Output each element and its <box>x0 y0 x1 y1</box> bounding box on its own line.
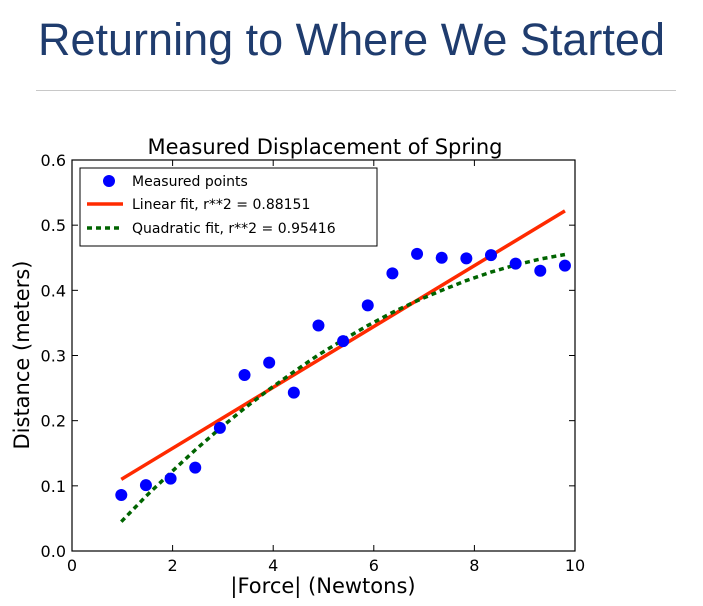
data-point <box>337 335 350 348</box>
data-point <box>484 249 497 262</box>
data-point <box>386 267 399 280</box>
series-layer <box>115 209 571 523</box>
x-tick-label: 2 <box>168 556 178 575</box>
x-tick-label: 8 <box>469 556 479 575</box>
page-title: Returning to Where We Started <box>38 14 665 65</box>
y-tick-label: 0.0 <box>41 542 66 561</box>
data-point <box>312 319 325 332</box>
x-tick-label: 6 <box>369 556 379 575</box>
y-tick-label: 0.3 <box>41 347 66 366</box>
data-point <box>213 421 226 434</box>
legend-label-linear-fit: Linear fit, r**2 = 0.88151 <box>132 197 310 213</box>
x-axis-label: |Force| (Newtons) <box>230 574 415 599</box>
tick-layer: 0 2 4 6 8 10 0.0 0.1 0.2 0.3 0.4 0.5 0.6 <box>41 151 586 575</box>
data-point <box>139 479 152 492</box>
data-point <box>263 356 276 369</box>
legend: Measured points Linear fit, r**2 = 0.881… <box>79 167 378 247</box>
title-divider <box>36 90 676 91</box>
data-point <box>164 472 177 485</box>
data-point <box>534 264 547 277</box>
data-point <box>361 299 374 312</box>
y-tick-label: 0.1 <box>41 477 66 496</box>
x-tick-label: 10 <box>565 556 585 575</box>
y-tick-label: 0.5 <box>41 216 66 235</box>
data-point <box>411 247 424 260</box>
y-axis-label: Distance (meters) <box>10 261 34 450</box>
data-point <box>435 251 448 264</box>
data-point <box>115 488 128 501</box>
y-tick-label: 0.4 <box>41 281 66 300</box>
legend-label-measured-points: Measured points <box>132 174 248 190</box>
x-tick-label: 4 <box>268 556 278 575</box>
data-point <box>460 252 473 265</box>
chart-title: Measured Displacement of Spring <box>148 135 503 159</box>
quadratic-fit-line <box>120 252 566 523</box>
legend-marker-measured-points <box>103 175 115 187</box>
y-tick-label: 0.6 <box>41 151 66 170</box>
legend-label-quadratic-fit: Quadratic fit, r**2 = 0.95416 <box>132 221 336 237</box>
data-point <box>238 369 251 382</box>
data-point <box>287 386 300 399</box>
data-point <box>558 259 571 272</box>
y-tick-label: 0.2 <box>41 412 66 431</box>
data-point <box>509 257 522 270</box>
data-point <box>189 461 202 474</box>
x-tick-label: 0 <box>67 556 77 575</box>
legend-box <box>79 167 378 247</box>
